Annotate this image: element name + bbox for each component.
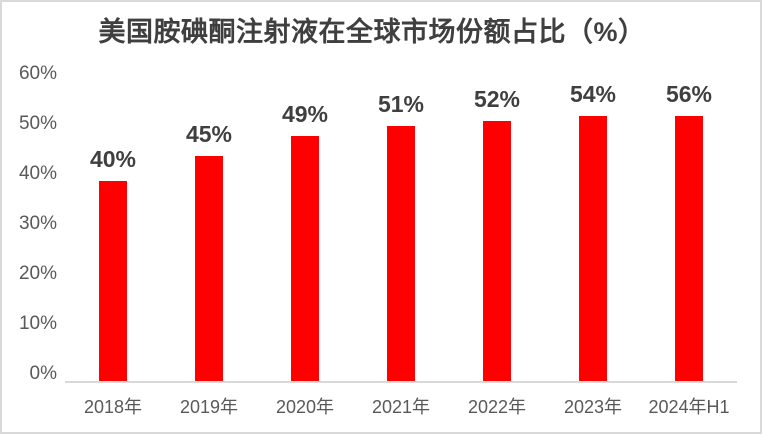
x-axis-category-label: 2019年 (179, 397, 239, 417)
x-axis-line (65, 381, 737, 383)
bar-value-label: 51% (377, 91, 425, 117)
y-axis-tick-label: 20% (18, 263, 57, 284)
bar-column: 40% (65, 81, 161, 381)
bar-column: 51% (353, 81, 449, 381)
y-axis-tick-label: 0% (29, 363, 57, 384)
bar (579, 116, 607, 381)
bar-value-label: 45% (185, 121, 233, 147)
bar (483, 121, 511, 381)
bar (387, 126, 415, 381)
bar-column: 52% (449, 81, 545, 381)
y-axis-tick-label: 50% (18, 113, 57, 134)
bar (675, 116, 703, 381)
x-axis-category-label: 2023年 (563, 397, 623, 417)
bar (291, 136, 319, 381)
y-axis-tick-label: 40% (18, 163, 57, 184)
x-axis-category-label: 2022年 (467, 397, 527, 417)
y-axis-tick-label: 60% (18, 63, 57, 84)
bar-value-label: 54% (569, 81, 617, 107)
bar-value-label: 40% (89, 146, 137, 172)
y-axis-tick-label: 10% (18, 313, 57, 334)
chart-title: 美国胺碘酮注射液在全球市场份额占比（%） (98, 17, 646, 47)
x-axis-category-label: 2024年H1 (648, 397, 730, 417)
bar-value-label: 56% (665, 81, 713, 107)
bar-value-label: 52% (473, 86, 521, 112)
x-axis-category-label: 2018年 (83, 397, 143, 417)
bar (99, 181, 127, 381)
bar-column: 49% (257, 81, 353, 381)
x-axis-category-label: 2020年 (275, 397, 335, 417)
bar-column: 54% (545, 81, 641, 381)
bar-column: 45% (161, 81, 257, 381)
x-axis-category-label: 2021年 (371, 397, 431, 417)
bar (195, 156, 223, 381)
bar-column: 56% (641, 81, 737, 381)
y-axis-tick-label: 30% (18, 213, 57, 234)
bar-value-label: 49% (281, 101, 329, 127)
